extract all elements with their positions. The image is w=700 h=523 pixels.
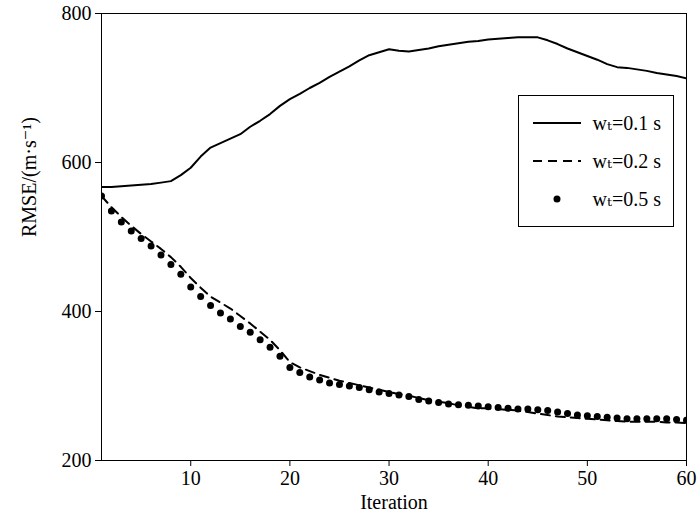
html-text:wₜ=0.1 s: wₜ=0.1 s <box>592 112 661 134</box>
svg-text:800: 800 <box>62 2 92 24</box>
html-text:wₜ=0.5 s: wₜ=0.5 s <box>592 188 661 210</box>
svg-text:60: 60 <box>677 467 697 489</box>
svg-text:10: 10 <box>181 467 201 489</box>
svg-text:400: 400 <box>62 300 92 322</box>
svg-text:40: 40 <box>478 467 498 489</box>
svg-text:Iteration: Iteration <box>360 491 428 513</box>
svg-text:600: 600 <box>62 151 92 173</box>
svg-text:30: 30 <box>379 467 399 489</box>
svg-text:20: 20 <box>280 467 300 489</box>
svg-text:50: 50 <box>577 467 597 489</box>
svg-text:200: 200 <box>62 449 92 471</box>
html-text:wₜ=0.2 s: wₜ=0.2 s <box>592 150 661 172</box>
svg-text:RMSE/(m·s⁻¹): RMSE/(m·s⁻¹) <box>18 117 41 237</box>
